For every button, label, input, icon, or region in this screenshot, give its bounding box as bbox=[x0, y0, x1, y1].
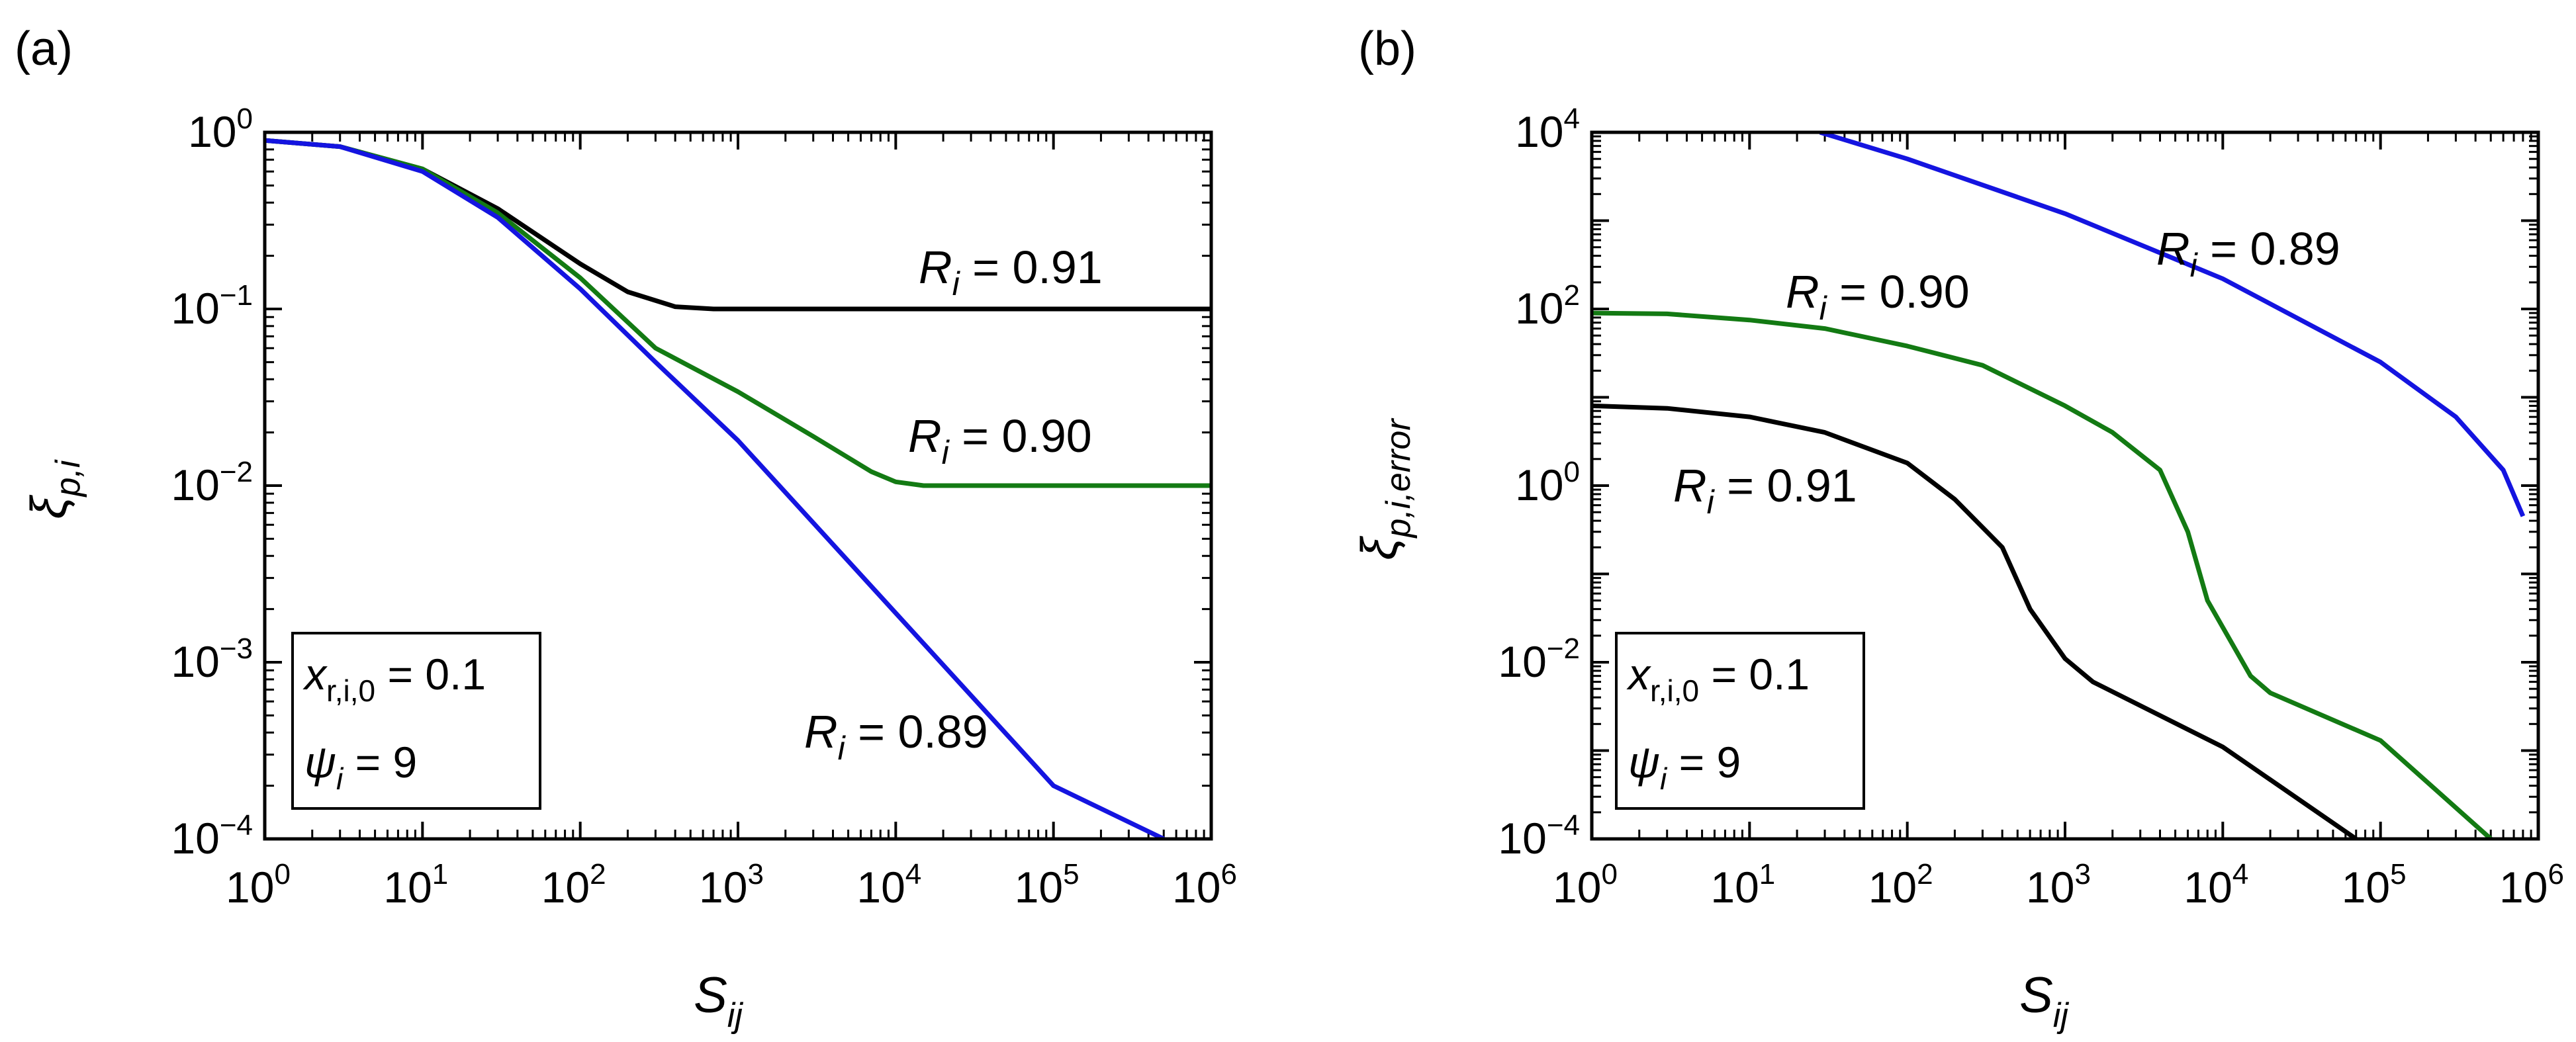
panel-b-plot-frame bbox=[1590, 130, 2540, 841]
panel-a-inset-line1: xr,i,0 = 0.1 bbox=[302, 650, 486, 708]
panel-b-label-r089-value: 0.89 bbox=[2250, 223, 2340, 275]
panel-b-xtick-label: 105 bbox=[2342, 858, 2407, 912]
panel-a-label-r089-value: 0.89 bbox=[897, 706, 988, 758]
panel-b-label-r091-value: 0.91 bbox=[1767, 460, 1857, 511]
panel-a-inset-line2: ψi = 9 bbox=[304, 738, 417, 796]
panel-a-label-r089: Ri = 0.89 bbox=[804, 706, 988, 767]
panel-b-y-axis-label: ξp,i,error bbox=[1352, 417, 1418, 560]
panel-b-inset: xr,i,0 = 0.1 ψi = 9 bbox=[1615, 632, 1865, 810]
panel-b: (b) 100 101 102 103 104 105 10610−410−21001021… bbox=[1352, 22, 2564, 1035]
panel-a-xtick-label: 100 bbox=[226, 858, 291, 912]
panel-a-ytick-label: 10−1 bbox=[171, 279, 253, 333]
panel-b-ytick-label: 10−2 bbox=[1498, 632, 1580, 686]
svg-text:ξp,i,error: ξp,i,error bbox=[1352, 417, 1418, 560]
panel-b-xtick-label: 103 bbox=[2026, 858, 2091, 912]
panel-a-curves bbox=[265, 138, 1211, 839]
panel-a-inset-box bbox=[291, 632, 541, 810]
panel-b-xtick-label: 104 bbox=[2184, 858, 2248, 912]
panel-a-label-r090: Ri = 0.90 bbox=[908, 410, 1092, 471]
panel-a-xtick-label: 101 bbox=[383, 858, 448, 912]
panel-b-label-r090: Ri = 0.90 bbox=[1786, 266, 1970, 327]
panel-b-curves bbox=[1592, 132, 2526, 839]
panel-a-xlabel-sub: ij bbox=[727, 996, 744, 1035]
panel-a-ytick-label: 100 bbox=[188, 103, 253, 156]
panel-a-ylabel: ξ bbox=[21, 494, 77, 519]
panel-b-ylabel-sub: p,i,error bbox=[1379, 417, 1418, 539]
panel-b-series-090 bbox=[1592, 310, 2493, 839]
panel-b-label-r090-value: 0.90 bbox=[1879, 266, 1969, 318]
panel-a-ytick-label: 10−2 bbox=[171, 456, 253, 509]
panel-b-letter: (b) bbox=[1358, 22, 1416, 75]
panel-a-plot-frame bbox=[263, 130, 1213, 841]
panel-a-ylabel-sub: p,i bbox=[49, 459, 87, 498]
panel-a-xlabel: S bbox=[694, 967, 727, 1023]
panel-b-ylabel: ξ bbox=[1352, 536, 1408, 560]
panel-b-inset-line2: ψi = 9 bbox=[1628, 738, 1741, 796]
panel-a-xtick-label: 102 bbox=[541, 858, 606, 912]
panel-a-xtick-label: 104 bbox=[856, 858, 921, 912]
panel-a-xtick-label: 103 bbox=[699, 858, 764, 912]
panel-a-inset: xr,i,0 = 0.1 ψi = 9 bbox=[291, 632, 541, 810]
panel-b-ytick-label: 104 bbox=[1515, 103, 1580, 156]
panel-b-ticks: 100 101 102 103 104 105 106 10−4 10−2 100 102 104 bbox=[1498, 103, 2564, 912]
panel-b-series-091 bbox=[1592, 403, 2358, 839]
panel-a-label-r090-value: 0.90 bbox=[1001, 410, 1091, 462]
panel-a-ytick-label: 10−3 bbox=[171, 632, 253, 686]
panel-b-xtick-label: 101 bbox=[1710, 858, 1775, 912]
panel-b-series-089 bbox=[1819, 132, 2526, 517]
panel-b-inset-box bbox=[1615, 632, 1865, 810]
panel-a-series-090 bbox=[265, 138, 1211, 488]
panel-b-xtick-label: 100 bbox=[1553, 858, 1618, 912]
panel-a-ytick-label: 10−4 bbox=[171, 809, 253, 863]
panel-b-xtick-label: 102 bbox=[1868, 858, 1933, 912]
panel-a-ticks: 100 101 102 103 104 105 106 10−4 10−3 10−2 10−1 100 bbox=[171, 103, 1237, 912]
panel-a-label-r091-value: 0.91 bbox=[1012, 241, 1102, 293]
svg-text:Sij: Sij bbox=[694, 967, 743, 1035]
panel-a-xtick-label: 106 bbox=[1172, 858, 1237, 912]
svg-text:ξp,i: ξp,i bbox=[21, 459, 87, 519]
panel-a-x-axis-label: Sij bbox=[694, 967, 743, 1035]
svg-text:Sij: Sij bbox=[2019, 967, 2069, 1035]
panel-a-series-089 bbox=[265, 138, 1165, 839]
panel-b-ytick-label: 102 bbox=[1515, 279, 1580, 333]
panel-a: (a) 100 101 102 103 104 105 106 10−4 10−3 10−2 10−… bbox=[15, 22, 1237, 1035]
panel-b-ytick-label: 10−4 bbox=[1498, 809, 1580, 863]
panel-b-xtick-label: 106 bbox=[2499, 858, 2564, 912]
panel-b-label-r089: Ri = 0.89 bbox=[2156, 223, 2340, 284]
panel-b-label-r091: Ri = 0.91 bbox=[1673, 460, 1857, 521]
panel-a-label-r091: Ri = 0.91 bbox=[919, 241, 1103, 302]
panel-b-xlabel: S bbox=[2019, 967, 2053, 1023]
panel-a-letter: (a) bbox=[15, 22, 73, 75]
panel-a-xtick-label: 105 bbox=[1015, 858, 1080, 912]
panel-a-y-axis-label: ξp,i bbox=[21, 459, 87, 519]
panel-b-xlabel-sub: ij bbox=[2053, 996, 2070, 1035]
panel-b-ytick-label: 100 bbox=[1515, 456, 1580, 509]
panel-b-x-axis-label: Sij bbox=[2019, 967, 2069, 1035]
panel-b-inset-line1: xr,i,0 = 0.1 bbox=[1626, 650, 1810, 708]
